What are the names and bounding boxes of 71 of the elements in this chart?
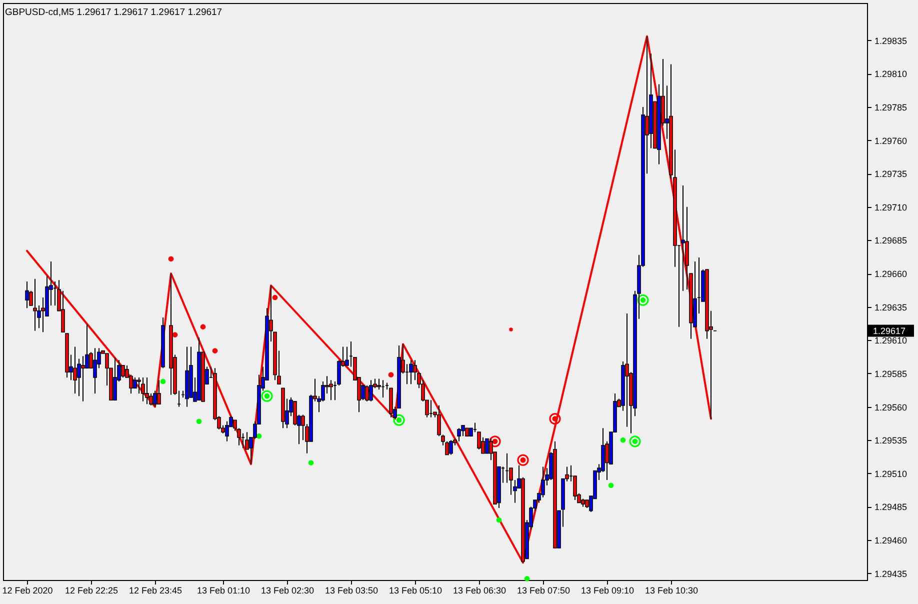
candlestick [409,360,413,385]
x-tick-label: 12 Feb 22:25 [64,586,118,596]
point [308,460,314,466]
point [620,437,626,443]
point [496,517,502,523]
point [517,454,529,466]
y-tick-label: 1.29685 [874,236,908,246]
y-tick-label: 1.29710 [874,202,908,212]
candlestick [93,348,97,394]
point [261,390,273,402]
candlestick [25,281,29,309]
point [524,576,530,582]
point [196,418,202,424]
x-tick-label: 13 Feb 10:30 [644,586,698,596]
y-tick-label: 1.29635 [874,302,908,312]
candlestick [33,278,37,332]
x-tick-label: 13 Feb 01:10 [196,586,250,596]
candlestick [145,376,149,405]
candlestick [113,356,117,401]
y-tick-label: 1.29810 [874,69,908,80]
line-series [26,35,712,564]
x-tick-label: 13 Feb 07:50 [516,586,570,596]
point [629,436,641,448]
candlestick [225,420,229,442]
candlestick [81,356,85,402]
y-tick-label: 1.29735 [874,169,908,180]
point [172,332,178,338]
y-tick-label: 1.29785 [874,102,908,112]
y-tick-label: 1.29610 [874,336,908,346]
y-tick-label: 1.29760 [874,136,908,146]
point [168,256,174,262]
point [212,348,218,354]
y-tick-label: 1.29835 [874,36,908,46]
x-tick-label: 13 Feb 09:10 [580,586,634,596]
point [256,433,262,439]
y-tick-label: 1.29560 [874,402,908,412]
y-tick-label: 1.29660 [874,269,908,280]
candlestick [157,380,161,405]
candlestick [141,376,145,402]
candlestick [449,440,453,456]
point [272,294,278,300]
candlestick [153,390,157,408]
point [608,482,614,488]
point [160,378,166,384]
point [549,412,561,425]
y-tick-label: 1.29585 [874,368,908,379]
x-tick-label: 13 Feb 03:50 [324,586,378,596]
candlestick [73,346,77,394]
candlestick [681,185,685,292]
x-tick-label: 13 Feb 05:10 [388,586,442,596]
x-tick-label: 12 Feb 2020 [2,586,53,596]
y-tick-label: 1.29460 [874,536,908,546]
candlestick [369,380,373,402]
y-tick-label: 1.29435 [874,568,908,579]
point [388,372,394,378]
candlestick [61,290,65,333]
candlestick [329,380,333,401]
candlestick [457,428,461,442]
x-tick-label: 13 Feb 02:30 [260,586,314,596]
y-tick-label: 1.29485 [874,502,908,512]
candlestick [541,466,545,498]
point [200,324,206,330]
y-tick-label: 1.29510 [874,468,908,479]
point [509,328,513,332]
candlestick [121,364,125,378]
x-tick-label: 12 Feb 23:45 [128,586,182,596]
candlestick [365,384,369,402]
x-tick-label: 13 Feb 06:30 [452,586,506,596]
chart-title: GBPUSD-cd,M5 1.29617 1.29617 1.29617 1.29617 [5,7,222,18]
text: 1.29617 [873,326,906,336]
y-tick-label: 1.29535 [874,436,908,446]
